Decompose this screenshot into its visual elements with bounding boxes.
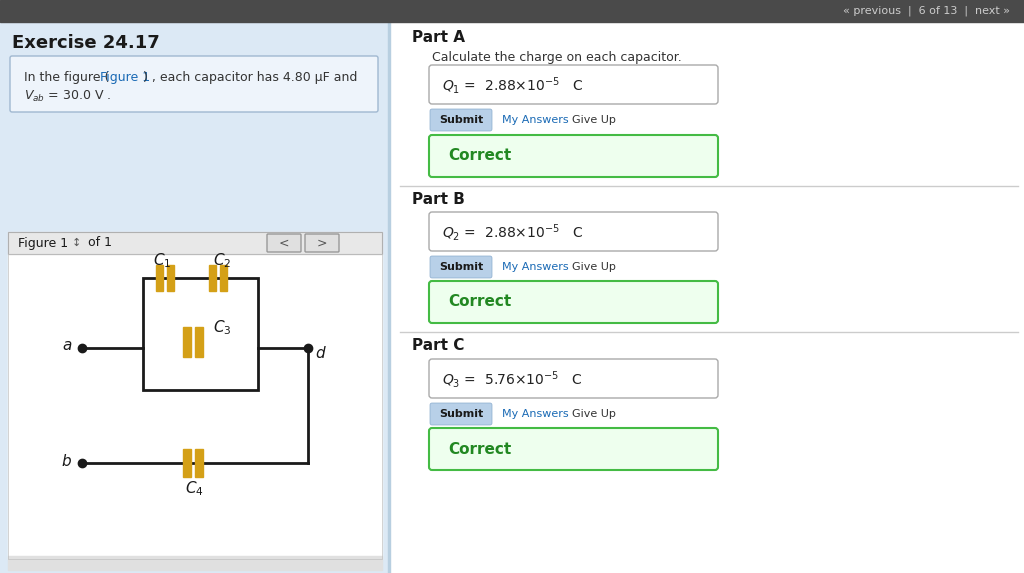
Text: Give Up: Give Up	[572, 409, 615, 419]
Text: Figure 1: Figure 1	[100, 72, 151, 84]
Text: Submit: Submit	[439, 262, 483, 272]
Bar	[220, 265, 227, 291]
Text: >: >	[316, 237, 328, 249]
FancyBboxPatch shape	[429, 135, 718, 177]
Text: My Answers: My Answers	[502, 115, 568, 125]
Text: My Answers: My Answers	[502, 262, 568, 272]
Text: Correct: Correct	[449, 148, 511, 163]
Bar	[143, 278, 258, 390]
Bar	[8, 556, 382, 570]
Text: Calculate the charge on each capacitor.: Calculate the charge on each capacitor.	[432, 50, 682, 64]
FancyBboxPatch shape	[267, 234, 301, 252]
Bar	[8, 254, 382, 559]
Text: $\mathit{Q}_2$ =  2.88×10$^{-5}$   C: $\mathit{Q}_2$ = 2.88×10$^{-5}$ C	[442, 222, 584, 242]
Bar	[0, 22, 390, 573]
Bar	[8, 232, 382, 254]
Text: Submit: Submit	[439, 115, 483, 125]
Bar	[195, 327, 203, 357]
Bar	[195, 449, 203, 477]
Text: Give Up: Give Up	[572, 262, 615, 272]
FancyBboxPatch shape	[430, 109, 492, 131]
FancyBboxPatch shape	[305, 234, 339, 252]
FancyBboxPatch shape	[429, 359, 718, 398]
Bar	[209, 265, 216, 291]
Text: <: <	[279, 237, 289, 249]
Text: ↕: ↕	[72, 238, 81, 248]
Bar	[183, 449, 191, 477]
Text: Exercise 24.17: Exercise 24.17	[12, 34, 160, 52]
FancyBboxPatch shape	[430, 403, 492, 425]
Bar	[167, 265, 174, 291]
Bar	[156, 265, 163, 291]
Text: of 1: of 1	[88, 237, 112, 249]
Text: $C_4$: $C_4$	[184, 480, 204, 499]
Text: $V_{ab}$ = 30.0 V .: $V_{ab}$ = 30.0 V .	[24, 88, 112, 104]
Text: $a$: $a$	[61, 339, 72, 354]
Bar	[388, 22, 390, 573]
Text: Correct: Correct	[449, 295, 511, 309]
FancyBboxPatch shape	[429, 281, 718, 323]
Text: $\mathit{Q}_1$ =  2.88×10$^{-5}$   C: $\mathit{Q}_1$ = 2.88×10$^{-5}$ C	[442, 74, 584, 96]
Bar	[0, 0, 1024, 22]
Text: $C_2$: $C_2$	[213, 252, 231, 270]
Text: Submit: Submit	[439, 409, 483, 419]
Bar	[183, 327, 191, 357]
Text: « previous  |  6 of 13  |  next »: « previous | 6 of 13 | next »	[843, 6, 1010, 16]
Text: Part B: Part B	[412, 193, 465, 207]
Text: $\mathit{Q}_3$ =  5.76×10$^{-5}$   C: $\mathit{Q}_3$ = 5.76×10$^{-5}$ C	[442, 368, 583, 390]
Text: Correct: Correct	[449, 442, 511, 457]
Text: $d$: $d$	[315, 345, 327, 361]
Bar	[8, 254, 382, 559]
FancyBboxPatch shape	[429, 65, 718, 104]
FancyBboxPatch shape	[430, 256, 492, 278]
Text: $C_3$: $C_3$	[213, 319, 231, 337]
FancyBboxPatch shape	[10, 56, 378, 112]
Text: Give Up: Give Up	[572, 115, 615, 125]
Bar	[390, 22, 1024, 573]
Text: My Answers: My Answers	[502, 409, 568, 419]
Text: ) , each capacitor has 4.80 μF and: ) , each capacitor has 4.80 μF and	[143, 72, 357, 84]
FancyBboxPatch shape	[429, 428, 718, 470]
Bar	[8, 232, 382, 254]
FancyBboxPatch shape	[429, 212, 718, 251]
Text: Part C: Part C	[412, 339, 464, 354]
Text: $b$: $b$	[61, 453, 72, 469]
Text: In the figure (: In the figure (	[24, 72, 110, 84]
Text: $C_1$: $C_1$	[153, 252, 171, 270]
Text: Part A: Part A	[412, 30, 465, 45]
Text: Figure 1: Figure 1	[18, 237, 69, 249]
